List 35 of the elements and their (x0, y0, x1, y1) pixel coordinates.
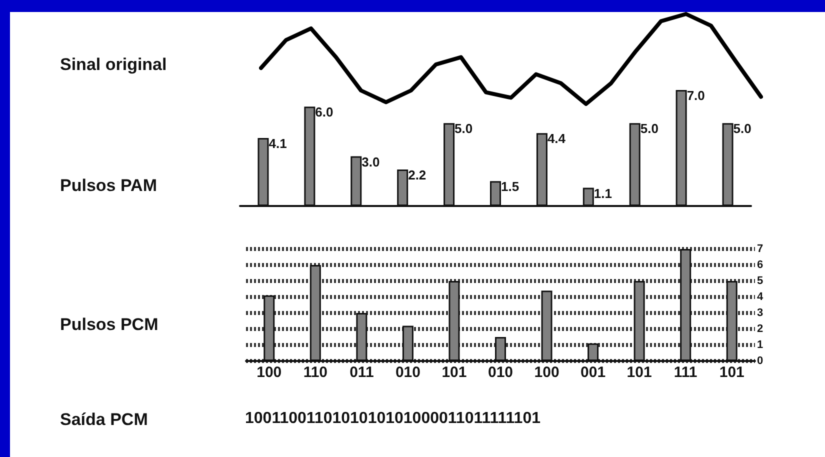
text: 1001100110101010101000011011111101 (245, 410, 540, 428)
data-label: 2.2 (408, 168, 426, 183)
x-tick-label: 101 (719, 364, 744, 381)
data-label: 4.1 (268, 136, 287, 152)
data-label: 7.0 (686, 88, 705, 103)
text: Pulsos PAM (60, 176, 157, 195)
text: Pulsos PCM (60, 315, 158, 334)
data-label: 4.4 (547, 131, 566, 146)
text: Saída PCM (60, 410, 148, 430)
x-tick-label: 100 (534, 364, 560, 381)
x-tick-label: 101 (442, 364, 467, 381)
data-label: 5.0 (454, 121, 473, 136)
x-tick-label: 010 (395, 364, 420, 381)
x-tick-label: 100 (256, 364, 282, 381)
data-label: 5.0 (640, 121, 658, 136)
x-tick-label: 111 (674, 364, 698, 381)
x-tick-label: 110 (303, 364, 328, 381)
y-tick-label: 2 (757, 323, 764, 335)
y-tick-label: 7 (757, 243, 764, 255)
data-label: 1.1 (594, 186, 612, 201)
y-tick-label: 6 (757, 259, 764, 271)
y-tick-label: 1 (757, 339, 764, 351)
x-tick-label: 101 (626, 364, 652, 381)
data-label: 3.0 (362, 154, 380, 170)
data-label: 5.0 (733, 121, 752, 136)
y-tick-label: 4 (757, 291, 764, 303)
text: Sinal original (60, 55, 167, 74)
y-tick-label: 0 (757, 355, 764, 367)
x-tick-label: 010 (488, 364, 514, 381)
data-label: 6.0 (315, 104, 334, 120)
y-tick-label: 5 (757, 275, 764, 287)
x-tick-label: 001 (580, 364, 606, 381)
x-tick-label: 011 (350, 364, 374, 381)
data-label: 1.5 (501, 179, 520, 194)
y-tick-label: 3 (757, 307, 764, 319)
